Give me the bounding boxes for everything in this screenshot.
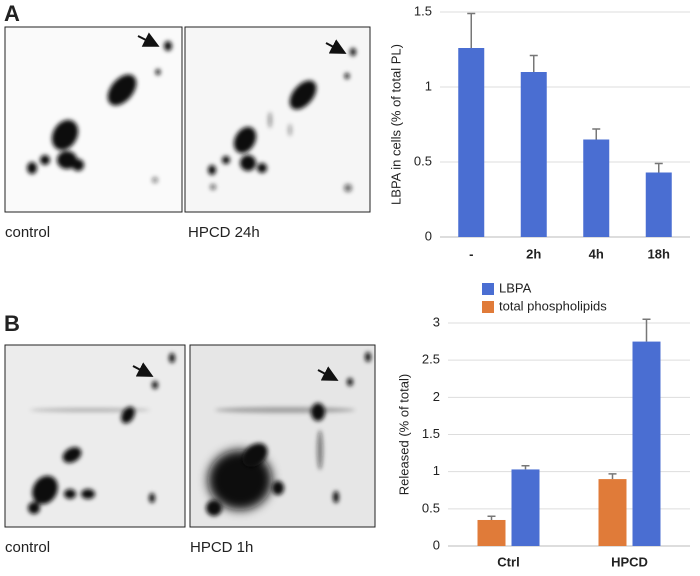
- legend-swatch: [482, 283, 494, 295]
- legend-label: total phospholipids: [499, 298, 607, 313]
- y-tick-label: 2: [433, 389, 440, 404]
- bar: [598, 479, 627, 546]
- error-bar: [608, 473, 617, 480]
- x-tick-label: HPCD: [611, 554, 648, 569]
- y-tick-label: 3: [433, 314, 440, 329]
- image-caption: HPCD 1h: [190, 539, 253, 556]
- bar: [458, 48, 485, 237]
- y-tick-label: 0.5: [422, 500, 440, 515]
- bar: [645, 172, 672, 237]
- y-axis-label: Released (% of total): [396, 374, 411, 495]
- y-tick-label: 2.5: [422, 352, 440, 367]
- bar: [477, 519, 506, 546]
- y-tick-label: 1.5: [422, 426, 440, 441]
- error-bar: [654, 162, 663, 173]
- x-tick-label: -: [469, 246, 473, 261]
- x-tick-label: 2h: [526, 246, 541, 261]
- error-bar: [592, 128, 601, 140]
- x-tick-label: 4h: [589, 246, 604, 261]
- tlc-image: [4, 344, 186, 528]
- tlc-image: [184, 26, 371, 213]
- x-tick-label: Ctrl: [497, 554, 519, 569]
- bar: [583, 139, 610, 237]
- tlc-image: [189, 344, 376, 528]
- y-tick-label: 1: [433, 463, 440, 478]
- x-tick-label: 18h: [648, 246, 670, 261]
- image-caption: HPCD 24h: [188, 224, 260, 241]
- y-tick-label: 0: [433, 537, 440, 552]
- y-axis-label: LBPA in cells (% of total PL): [388, 44, 403, 205]
- y-tick-label: 1.5: [414, 3, 432, 18]
- panel-label: B: [4, 311, 20, 336]
- y-tick-label: 1: [425, 78, 432, 93]
- tlc-image: [4, 26, 183, 213]
- error-bar: [467, 12, 476, 48]
- bar: [520, 72, 547, 237]
- error-bar: [529, 54, 538, 72]
- bar: [511, 469, 540, 546]
- legend-swatch: [482, 301, 494, 313]
- legend-label: LBPA: [499, 280, 532, 295]
- error-bar: [487, 515, 496, 520]
- error-bar: [642, 318, 651, 342]
- panel-label: A: [4, 1, 20, 26]
- y-tick-label: 0.5: [414, 153, 432, 168]
- bar: [632, 341, 661, 546]
- y-tick-label: 0: [425, 228, 432, 243]
- error-bar: [521, 464, 530, 470]
- image-caption: control: [5, 539, 50, 556]
- image-caption: control: [5, 224, 50, 241]
